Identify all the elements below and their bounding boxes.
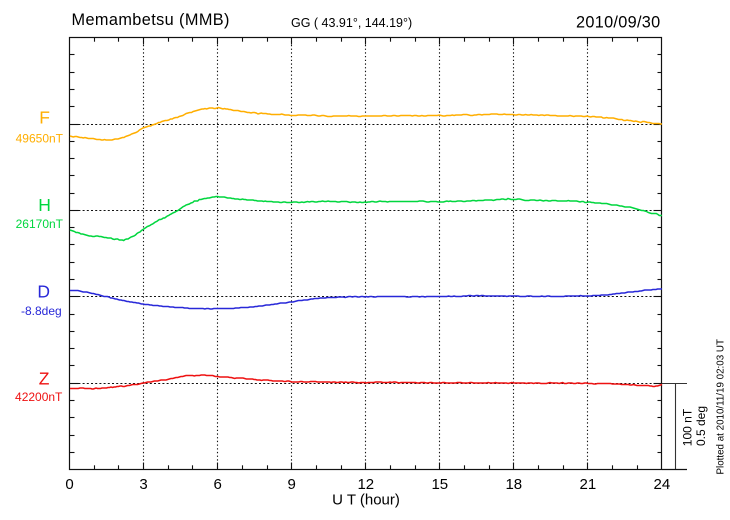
svg-text:Plotted at 2010/11/19 02:03 UT: Plotted at 2010/11/19 02:03 UT (716, 339, 727, 474)
svg-text:15: 15 (431, 476, 448, 493)
svg-text:GG ( 43.91°, 144.19°): GG ( 43.91°, 144.19°) (291, 16, 412, 30)
svg-text:18: 18 (505, 476, 522, 493)
svg-text:Memambetsu (MMB): Memambetsu (MMB) (72, 11, 230, 29)
svg-text:H: H (38, 195, 51, 215)
svg-text:49650nT: 49650nT (16, 131, 64, 145)
svg-text:-8.8deg: -8.8deg (21, 304, 62, 318)
svg-text:9: 9 (288, 476, 296, 493)
svg-text:3: 3 (139, 476, 147, 493)
svg-text:D: D (37, 281, 50, 301)
svg-text:12: 12 (357, 476, 374, 493)
svg-text:42200nT: 42200nT (15, 390, 63, 404)
svg-text:2010/09/30: 2010/09/30 (576, 14, 661, 32)
svg-text:F: F (39, 107, 50, 127)
svg-text:Z: Z (39, 368, 50, 388)
svg-text:100 nT: 100 nT (681, 408, 695, 446)
svg-text:24: 24 (654, 476, 671, 493)
svg-text:6: 6 (214, 476, 222, 493)
svg-text:26170nT: 26170nT (16, 217, 64, 231)
svg-text:U T (hour): U T (hour) (332, 491, 400, 508)
svg-text:21: 21 (580, 476, 597, 493)
svg-text:0: 0 (65, 476, 73, 493)
svg-text:0.5 deg: 0.5 deg (694, 406, 708, 446)
